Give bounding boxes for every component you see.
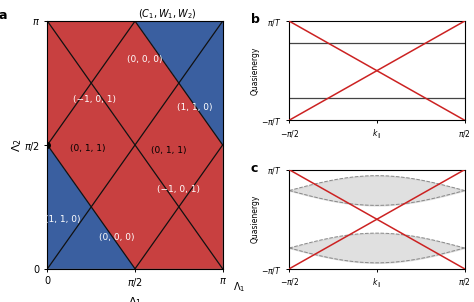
Text: (−1, 0, 1): (−1, 0, 1): [157, 185, 200, 194]
Text: b: b: [251, 13, 260, 26]
Text: (0, 1, 1): (0, 1, 1): [151, 146, 187, 155]
X-axis label: $\Lambda_1$: $\Lambda_1$: [128, 295, 142, 302]
Text: c: c: [251, 162, 258, 175]
Text: (0, 0, 0): (0, 0, 0): [100, 233, 135, 242]
Text: $(C_1, W_1, W_2)$: $(C_1, W_1, W_2)$: [137, 7, 196, 21]
Polygon shape: [47, 21, 223, 269]
Text: a: a: [0, 9, 7, 22]
Text: (1, 1, 0): (1, 1, 0): [177, 103, 213, 112]
Polygon shape: [47, 145, 135, 269]
Text: (−1, 0, 1): (−1, 0, 1): [73, 95, 116, 104]
Y-axis label: Quasienergy: Quasienergy: [251, 47, 260, 95]
Y-axis label: Quasienergy: Quasienergy: [251, 195, 260, 243]
Text: $\Lambda_1$: $\Lambda_1$: [233, 280, 246, 294]
Text: (0, 0, 0): (0, 0, 0): [128, 55, 163, 64]
Polygon shape: [47, 21, 223, 269]
Polygon shape: [135, 21, 223, 145]
Text: (0, 1, 1): (0, 1, 1): [70, 144, 105, 153]
Text: (1, 1, 0): (1, 1, 0): [46, 215, 81, 224]
Y-axis label: $\Lambda_2$: $\Lambda_2$: [10, 138, 24, 152]
Polygon shape: [47, 21, 223, 269]
